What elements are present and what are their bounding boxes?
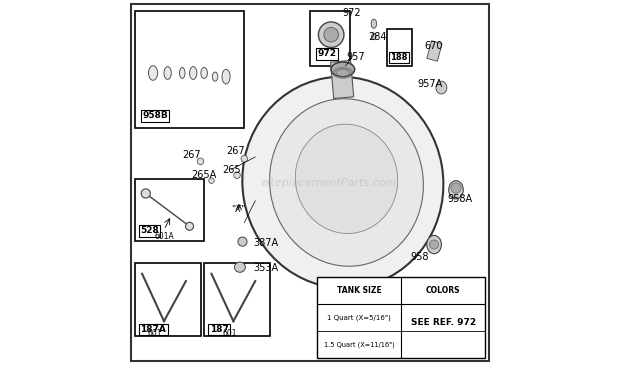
Ellipse shape: [331, 62, 355, 77]
Ellipse shape: [451, 183, 461, 193]
Text: 187A: 187A: [140, 325, 166, 334]
Ellipse shape: [430, 240, 439, 249]
Text: 957A: 957A: [418, 79, 443, 89]
Bar: [135, 263, 200, 336]
Text: 958: 958: [410, 252, 429, 262]
Bar: [310, 11, 350, 66]
Ellipse shape: [242, 77, 443, 288]
Ellipse shape: [371, 19, 376, 28]
Text: 1.5 Quart (X=11/16"): 1.5 Quart (X=11/16"): [324, 341, 395, 347]
Text: 958A: 958A: [447, 194, 472, 204]
Text: TANK SIZE: TANK SIZE: [337, 286, 382, 295]
Text: 957: 957: [347, 51, 365, 62]
Text: 528: 528: [140, 226, 159, 235]
Bar: [135, 179, 204, 241]
Ellipse shape: [295, 124, 397, 234]
Ellipse shape: [141, 189, 150, 198]
Ellipse shape: [213, 72, 218, 81]
Ellipse shape: [201, 68, 208, 78]
Text: SEE REF. 972: SEE REF. 972: [410, 318, 476, 327]
Text: 601: 601: [148, 328, 162, 338]
Ellipse shape: [234, 262, 246, 272]
Ellipse shape: [436, 81, 447, 94]
Text: 267: 267: [182, 150, 201, 160]
Text: 187: 187: [210, 325, 229, 334]
Text: 601: 601: [223, 328, 237, 338]
Text: 284: 284: [368, 31, 387, 42]
Ellipse shape: [427, 235, 441, 254]
Text: 188: 188: [391, 53, 408, 62]
Ellipse shape: [197, 158, 204, 165]
Ellipse shape: [324, 27, 339, 42]
Text: eReplacementParts.com: eReplacementParts.com: [260, 177, 396, 188]
Text: COLORS: COLORS: [426, 286, 461, 295]
Ellipse shape: [238, 237, 247, 246]
Bar: [387, 29, 412, 66]
Text: 972: 972: [342, 8, 361, 18]
Bar: [427, 41, 442, 61]
Ellipse shape: [270, 99, 423, 266]
Ellipse shape: [222, 69, 230, 84]
Text: 265A: 265A: [192, 170, 217, 180]
Ellipse shape: [190, 66, 197, 80]
Bar: [204, 263, 270, 336]
Ellipse shape: [164, 66, 171, 80]
Text: 265: 265: [222, 165, 241, 175]
Text: 387A: 387A: [254, 238, 278, 248]
Text: 958B: 958B: [142, 111, 168, 120]
Bar: [317, 277, 485, 358]
Text: 1 Quart (X=5/16"): 1 Quart (X=5/16"): [327, 314, 391, 321]
Ellipse shape: [185, 222, 193, 230]
Ellipse shape: [319, 22, 344, 47]
Ellipse shape: [180, 68, 185, 78]
Text: 670: 670: [425, 41, 443, 51]
Ellipse shape: [371, 33, 376, 40]
Ellipse shape: [449, 181, 463, 199]
Text: 972: 972: [317, 49, 336, 58]
Ellipse shape: [234, 172, 241, 178]
Text: 601A: 601A: [154, 232, 174, 241]
Ellipse shape: [209, 178, 214, 184]
Ellipse shape: [148, 66, 157, 80]
Bar: [330, 61, 354, 99]
Bar: [135, 11, 244, 128]
Text: "X": "X": [232, 205, 246, 214]
Text: 267: 267: [226, 146, 244, 157]
Text: 353A: 353A: [254, 263, 278, 273]
Ellipse shape: [241, 155, 247, 162]
